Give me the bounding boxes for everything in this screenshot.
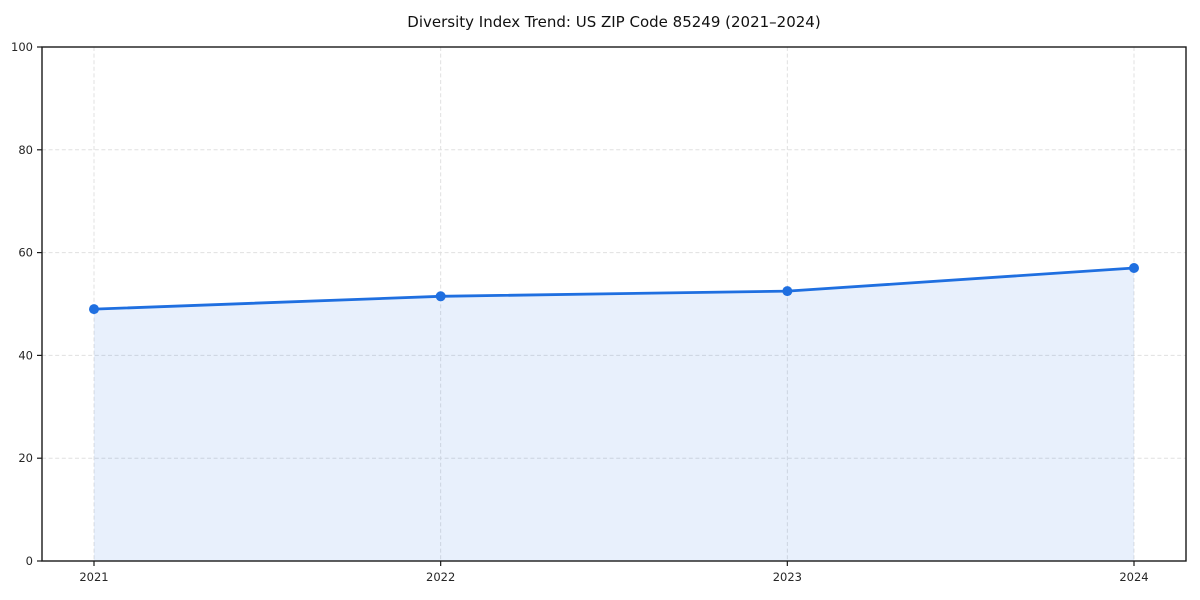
trend-line (92, 266, 1136, 311)
y-tick-label: 40 (18, 348, 33, 362)
x-tick-label: 2021 (79, 570, 108, 584)
y-tick-label: 60 (18, 246, 33, 260)
y-tick-label: 20 (18, 451, 33, 465)
x-tick-label: 2022 (426, 570, 455, 584)
y-tick-label: 100 (11, 40, 33, 54)
plot-border (41, 46, 1187, 562)
data-point-2023[interactable] (782, 286, 793, 297)
area-fill (94, 268, 1134, 561)
data-point-2021[interactable] (89, 304, 99, 315)
x-tick-label: 2023 (773, 570, 802, 584)
data-point-2022[interactable] (435, 291, 446, 302)
chart-title: Diversity Index Trend: US ZIP Code 85249… (407, 13, 821, 31)
y-tick-label: 0 (26, 554, 33, 568)
x-tick-label: 2024 (1119, 570, 1148, 584)
y-tick-label: 80 (18, 143, 33, 157)
data-point-2024[interactable] (1129, 263, 1139, 274)
